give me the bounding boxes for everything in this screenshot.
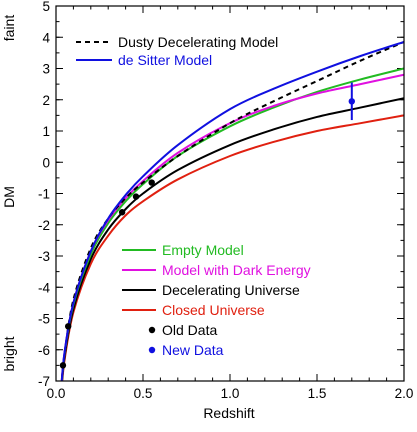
data-point-old-data (59, 362, 67, 369)
y-axis-faint-label: faint (1, 15, 17, 42)
x-tick-label: 1.0 (221, 386, 240, 401)
data-point-old-data (132, 193, 140, 200)
y-tick-label: 4 (42, 30, 50, 45)
legend-swatch-new-data (148, 346, 156, 354)
x-tick-label: 0.5 (134, 386, 153, 401)
legend-label-decelerating-universe: Decelerating Universe (162, 282, 300, 298)
series-lines (60, 40, 404, 381)
y-tick-label: 3 (42, 62, 50, 77)
legend-swatch-old-data (148, 326, 156, 334)
data-point-old-data (148, 179, 155, 186)
legend-bottom: Empty Model Model with Dark Energy Deceler… (122, 242, 311, 358)
tick-labels: 0.0 0.5 1.0 1.5 2.0 5 4 3 2 1 0 -1 -2 -3 -4 -5 -6 -7 (38, 0, 413, 401)
legend-label-new-data: New Data (162, 342, 224, 358)
data-points (59, 82, 355, 369)
y-tick-label: -1 (38, 187, 50, 202)
x-tick-label: 2.0 (395, 386, 414, 401)
x-axis-label: Redshift (203, 405, 254, 421)
y-tick-label: 2 (42, 93, 50, 108)
plot-frame (55, 5, 405, 382)
legend-label-dusty-decelerating-model: Dusty Decelerating Model (118, 34, 278, 50)
data-point-old-data (118, 209, 126, 216)
data-point-new-data (348, 98, 355, 105)
x-tick-label: 1.5 (308, 386, 327, 401)
legend-label-old-data: Old Data (162, 322, 217, 338)
x-tick-label: 0.0 (47, 386, 66, 401)
y-tick-label: -6 (38, 343, 50, 358)
y-tick-label: -7 (38, 374, 50, 389)
y-tick-label: 5 (42, 0, 50, 14)
legend-label-de-sitter-model: de Sitter Model (118, 52, 212, 68)
legend-label-closed-universe: Closed Universe (162, 302, 265, 318)
data-point-old-data (64, 323, 72, 330)
y-tick-label: -3 (38, 249, 50, 264)
legend-top: Dusty Decelerating Model de Sitter Model (76, 34, 278, 68)
y-tick-label: -2 (38, 218, 50, 233)
y-tick-label: -4 (38, 280, 50, 295)
y-tick-label: 1 (42, 124, 50, 139)
legend-label-empty-model: Empty Model (162, 242, 244, 258)
legend-label-model-with-dark-energy: Model with Dark Energy (162, 262, 311, 278)
y-tick-label: -5 (38, 312, 50, 327)
y-axis-bright-label: bright (1, 336, 17, 371)
series-line-dusty-decelerating-model (60, 41, 404, 381)
series-line-de-sitter-model (60, 40, 404, 381)
y-tick-label: 0 (42, 155, 50, 170)
y-axis-label: DM (1, 186, 17, 208)
series-line-decelerating-universe (61, 97, 404, 381)
